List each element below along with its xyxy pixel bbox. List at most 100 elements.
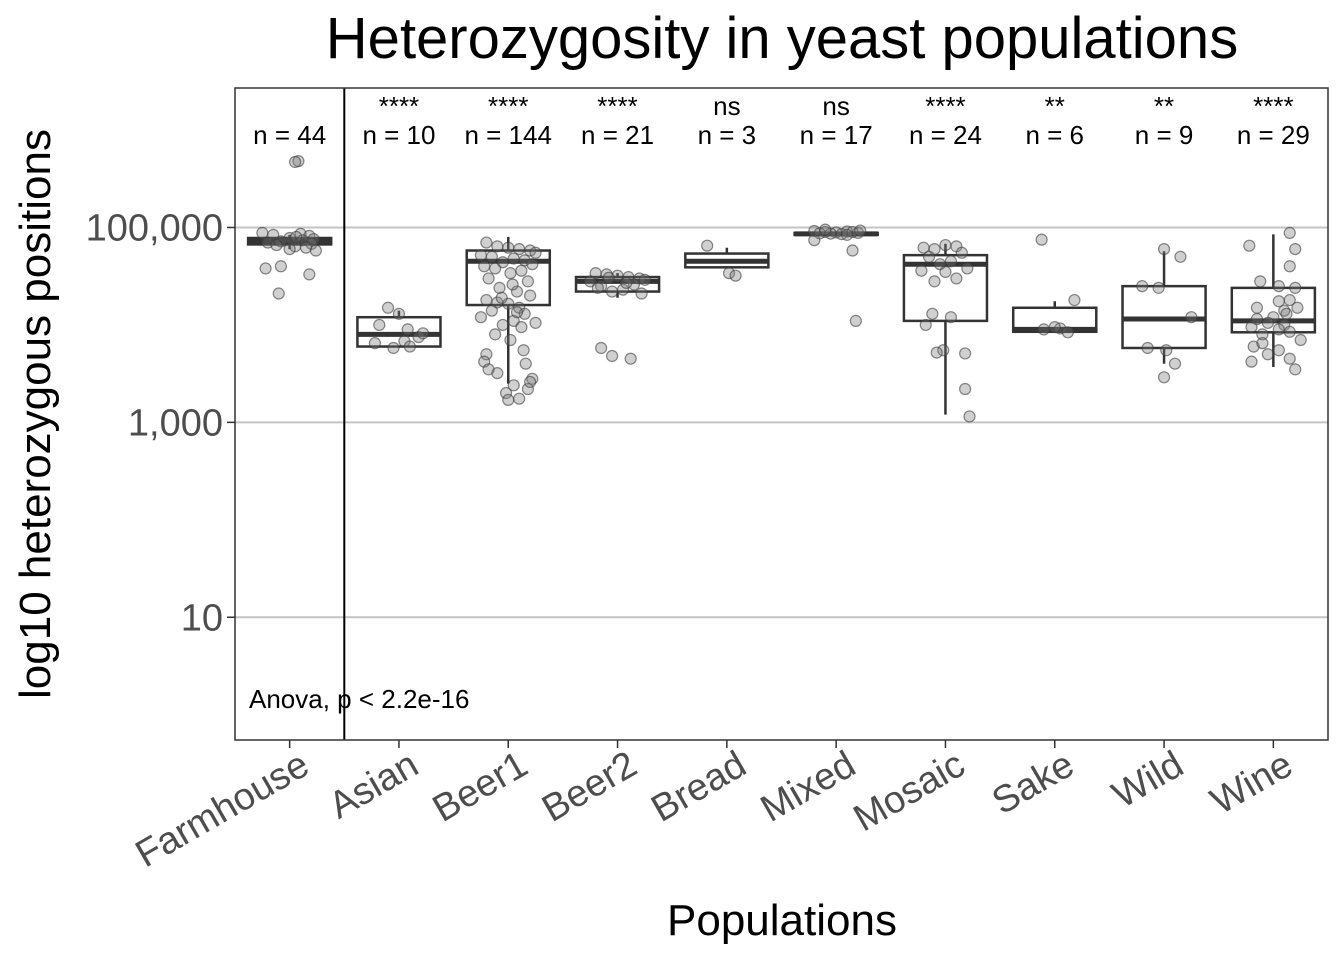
data-point [274, 260, 288, 273]
data-point [638, 273, 651, 286]
data-point [517, 344, 530, 357]
data-point [1068, 293, 1081, 307]
data-point [480, 348, 493, 361]
data-point [373, 318, 386, 332]
x-tick-label: Mixed [754, 743, 863, 830]
data-point [1160, 344, 1173, 357]
data-point [485, 304, 498, 317]
x-axis-ticks: Farmhouse Asian Beer1 Beer2 Bread MixedMosaic… [129, 740, 1300, 876]
data-point [620, 276, 633, 289]
data-point [595, 341, 608, 355]
data-point [1037, 323, 1050, 336]
data-point [1294, 333, 1307, 347]
data-point [939, 265, 952, 279]
data-point [915, 264, 928, 277]
data-point [510, 285, 524, 298]
y-axis-title: log10 heterozygous positions [11, 129, 60, 699]
data-point [1272, 323, 1285, 336]
y-tick-label: 10 [181, 597, 223, 639]
data-point [1250, 301, 1264, 314]
data-point [403, 340, 416, 353]
y-axis-ticks: 10 1,000 100,000 [86, 207, 235, 639]
data-point [919, 318, 932, 332]
data-point [491, 240, 504, 253]
y-tick-label: 100,000 [86, 207, 223, 249]
data-point [605, 349, 619, 363]
data-point [1245, 355, 1258, 368]
data-point [955, 246, 968, 259]
data-point [524, 375, 537, 389]
data-point [854, 224, 867, 237]
data-point [922, 250, 936, 263]
data-point [521, 382, 535, 396]
data-point [529, 246, 542, 259]
data-point [502, 241, 515, 254]
data-point [387, 341, 400, 355]
n-label: n = 29 [1237, 120, 1310, 150]
significance-label: ** [1045, 91, 1065, 121]
anova-label: Anova, p < 2.2e-16 [249, 684, 469, 714]
data-point [368, 337, 382, 350]
data-point [1272, 280, 1285, 293]
significance-label: **** [488, 91, 528, 121]
data-point [819, 223, 832, 236]
significance-label: ns [822, 91, 849, 121]
data-point [519, 357, 532, 370]
data-point [1283, 226, 1296, 239]
data-point [701, 239, 714, 252]
data-point [515, 264, 528, 277]
data-point [846, 244, 859, 257]
n-label: n = 9 [1135, 120, 1194, 150]
x-tick-label: Wild [1106, 743, 1191, 816]
group-annotations: n = 44 n = 10****n = 144****n = 21****n =… [253, 91, 1310, 150]
data-point [489, 262, 502, 275]
data-point [959, 382, 972, 396]
n-label: n = 3 [698, 120, 757, 150]
y-tick-label: 1,000 [128, 402, 223, 444]
chart-title: Heterozygosity in yeast populations [326, 6, 1238, 71]
data-point [1250, 312, 1264, 326]
x-tick-label: Sake [985, 743, 1081, 823]
grid-lines [235, 226, 1328, 619]
data-point [1280, 307, 1293, 320]
data-point [507, 252, 520, 265]
data-point [416, 327, 430, 340]
data-point [1254, 275, 1267, 288]
data-point [961, 262, 974, 275]
data-point [303, 268, 316, 281]
significance-label: ns [713, 91, 740, 121]
data-point [1035, 233, 1048, 246]
data-point [272, 287, 285, 300]
data-point [1261, 348, 1274, 361]
n-label: n = 44 [253, 120, 326, 150]
data-point [524, 289, 537, 302]
data-point [808, 234, 821, 247]
data-point [963, 410, 976, 423]
data-point [1157, 371, 1171, 384]
data-point [499, 386, 513, 400]
data-point [1283, 352, 1296, 365]
data-point [926, 307, 939, 320]
data-point [624, 352, 637, 365]
data-point [602, 271, 615, 284]
data-point [289, 155, 302, 169]
data-point [504, 333, 517, 347]
data-point [502, 393, 515, 407]
data-points [256, 154, 1307, 423]
data-point [474, 311, 488, 324]
data-point [840, 228, 854, 241]
data-point [1168, 357, 1182, 370]
data-point [478, 260, 491, 273]
data-point [529, 316, 542, 329]
significance-label: **** [1253, 91, 1293, 121]
x-tick-label: Wine [1204, 743, 1300, 823]
data-point [485, 250, 498, 263]
x-tick-label: Farmhouse [129, 743, 316, 875]
x-tick-label: Asian [322, 743, 425, 827]
data-point [591, 281, 604, 294]
data-point [496, 318, 509, 332]
data-point [526, 258, 539, 271]
x-axis-title: Populations [667, 896, 897, 945]
data-point [489, 328, 502, 341]
data-point [1283, 260, 1296, 273]
